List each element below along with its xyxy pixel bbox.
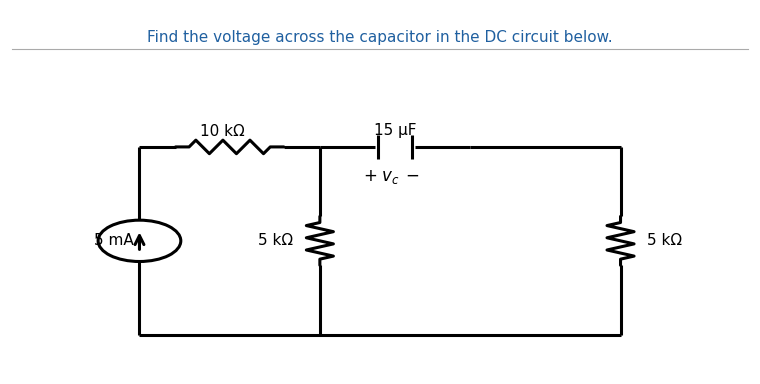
Text: 15 μF: 15 μF [374, 122, 416, 137]
Text: $+ \; v_c \; -$: $+ \; v_c \; -$ [363, 167, 420, 185]
Text: Find the voltage across the capacitor in the DC circuit below.: Find the voltage across the capacitor in… [147, 30, 613, 45]
Text: 5 mA: 5 mA [93, 233, 134, 248]
Text: 5 kΩ: 5 kΩ [258, 233, 293, 248]
Text: 10 kΩ: 10 kΩ [200, 124, 245, 139]
Text: 5 kΩ: 5 kΩ [647, 233, 682, 248]
